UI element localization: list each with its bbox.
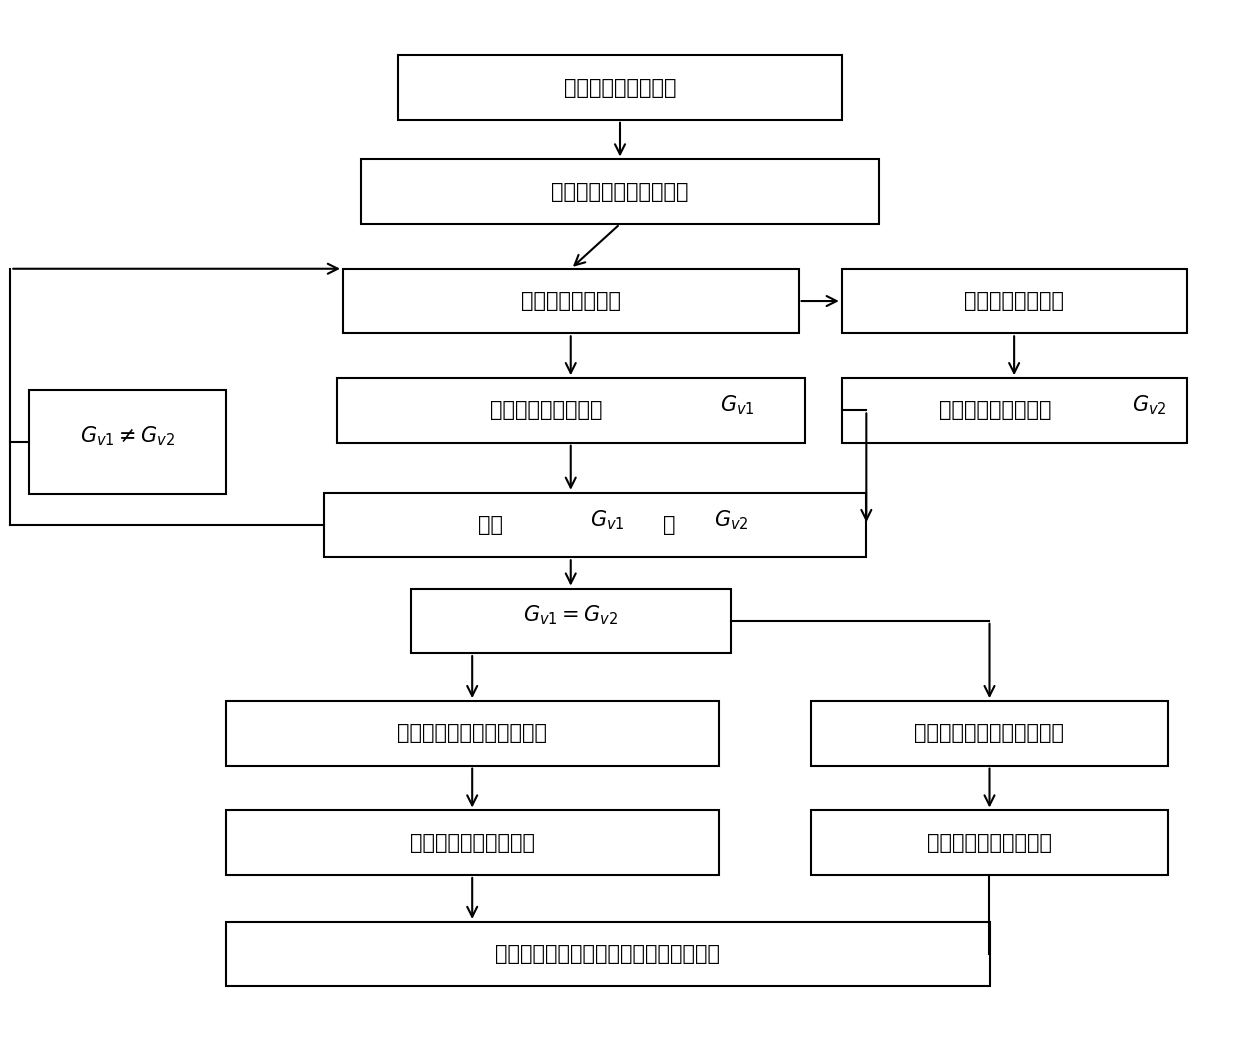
Text: 低压侧低压缸通流设计选型: 低压侧低压缸通流设计选型 (397, 723, 547, 743)
Bar (226, 701, 718, 765)
Text: $G_{v2}$: $G_{v2}$ (713, 508, 748, 531)
Bar (842, 378, 1187, 443)
Text: $G_{v1}\neq G_{v2}$: $G_{v1}\neq G_{v2}$ (79, 424, 175, 448)
Text: 设定两低压缸排汽流量比: 设定两低压缸排汽流量比 (552, 182, 688, 202)
Bar (811, 701, 1168, 765)
Bar (410, 589, 730, 653)
Bar (361, 160, 879, 224)
Text: 计算高压侧背压值: 计算高压侧背压值 (965, 291, 1064, 311)
Text: 高压侧排汽容积流量: 高压侧排汽容积流量 (940, 400, 1052, 420)
Bar (343, 269, 799, 333)
Text: 完成双背压汽轮机低压排汽部分选型设计: 完成双背压汽轮机低压排汽部分选型设计 (495, 944, 720, 964)
Text: $G_{v1}=G_{v2}$: $G_{v1}=G_{v2}$ (523, 604, 619, 628)
Text: $G_{v2}$: $G_{v2}$ (1132, 394, 1167, 417)
Text: 低压侧凝汽器设计计算: 低压侧凝汽器设计计算 (409, 833, 534, 853)
Text: 确定热力设计工况点: 确定热力设计工况点 (564, 78, 676, 98)
Text: 高压侧低压缸通流设计选型: 高压侧低压缸通流设计选型 (914, 723, 1064, 743)
Bar (398, 56, 842, 120)
Text: 低压侧排汽容积流量: 低压侧排汽容积流量 (490, 400, 603, 420)
Text: 比较: 比较 (479, 514, 503, 536)
Bar (337, 378, 805, 443)
Bar (842, 269, 1187, 333)
Text: 设定低压侧背压值: 设定低压侧背压值 (521, 291, 621, 311)
Bar (226, 922, 990, 986)
Bar (811, 811, 1168, 875)
Bar (29, 390, 226, 494)
Bar (226, 811, 718, 875)
Text: $G_{v1}$: $G_{v1}$ (719, 394, 754, 417)
Bar (325, 492, 867, 558)
Text: $G_{v1}$: $G_{v1}$ (590, 508, 625, 531)
Text: 、: 、 (663, 514, 676, 536)
Text: 高压侧凝汽器设计计算: 高压侧凝汽器设计计算 (928, 833, 1052, 853)
